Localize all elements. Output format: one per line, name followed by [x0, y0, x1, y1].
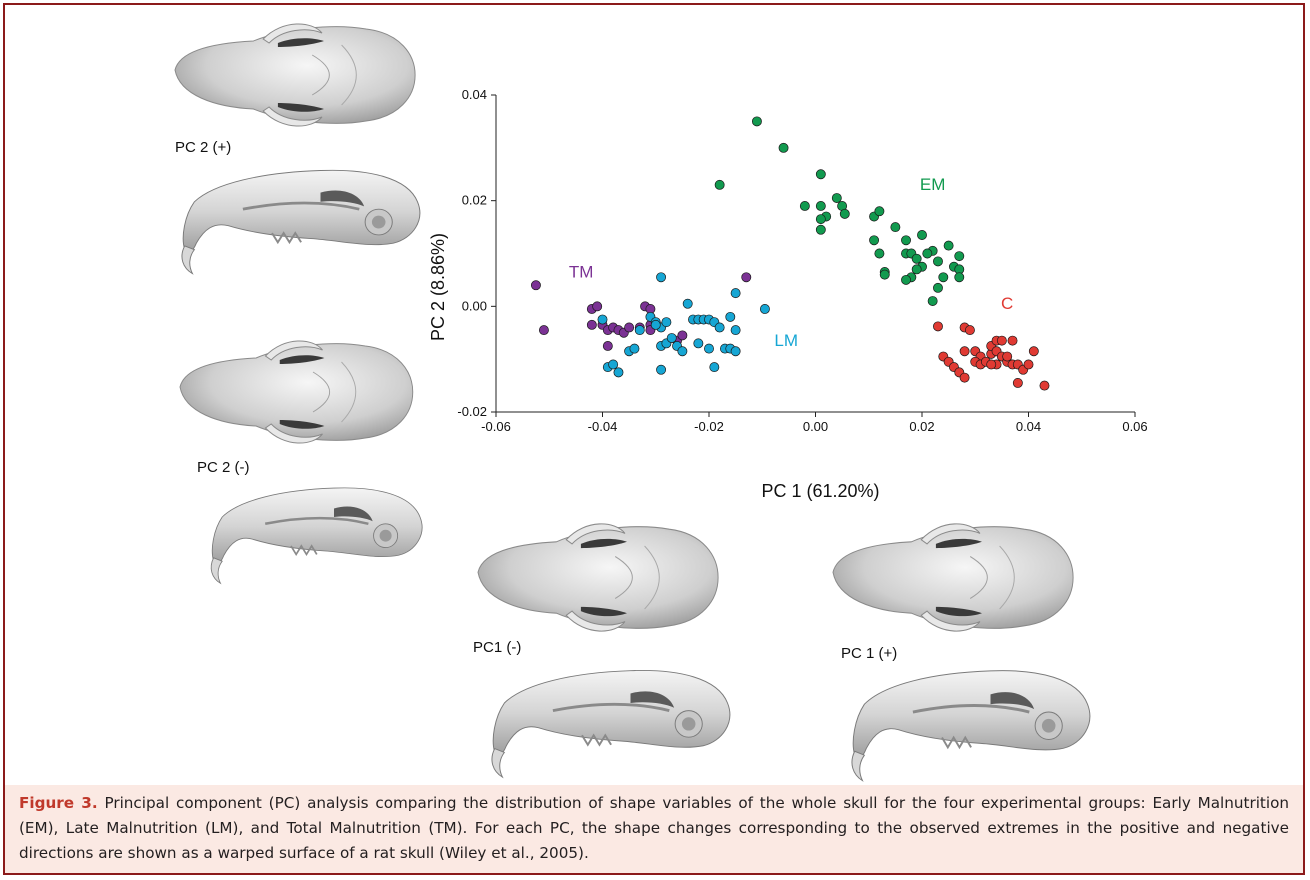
point-em: [874, 248, 885, 259]
point-em: [954, 251, 965, 262]
x-tick-label: 0.02: [909, 419, 934, 434]
x-tick-label: -0.02: [694, 419, 724, 434]
point-em: [922, 248, 933, 259]
point-lm: [725, 311, 736, 322]
group-label-em: EM: [920, 175, 946, 194]
point-lm: [650, 319, 661, 330]
point-em: [890, 222, 901, 233]
point-lm: [730, 288, 741, 299]
point-c: [1012, 377, 1023, 388]
point-tm: [592, 301, 603, 312]
label-pc1-neg: PC1 (-): [473, 639, 522, 656]
point-em: [815, 224, 826, 235]
point-em: [933, 256, 943, 267]
point-lm: [682, 298, 693, 309]
point-tm: [602, 341, 613, 351]
point-c: [933, 321, 943, 332]
point-em: [714, 179, 725, 190]
point-em: [869, 235, 880, 246]
x-axis-label: PC 1 (61.20%): [761, 481, 879, 501]
point-lm: [730, 325, 741, 336]
figure-frame: PC 2 (+) PC 2 (-) PC1 (-) PC 1 (+) -0.06…: [3, 3, 1305, 875]
point-lm: [714, 322, 725, 333]
point-em: [911, 264, 922, 275]
point-c: [959, 346, 970, 357]
point-em: [831, 193, 842, 203]
point-em: [901, 274, 911, 285]
x-tick-label: 0.00: [803, 419, 828, 434]
label-pc1-pos: PC 1 (+): [841, 645, 898, 662]
point-em: [879, 269, 890, 280]
point-lm: [608, 359, 619, 370]
point-c: [1039, 380, 1050, 391]
point-lm: [704, 343, 714, 354]
point-tm: [624, 322, 635, 333]
point-em: [874, 206, 885, 217]
point-c: [964, 325, 975, 336]
group-label-c: C: [1001, 294, 1013, 313]
caption-label: Figure 3.: [19, 794, 98, 812]
point-lm: [634, 325, 645, 336]
point-tm: [741, 272, 752, 283]
point-c: [1007, 335, 1018, 346]
y-axis-label: PC 2 (8.86%): [428, 233, 448, 341]
point-c: [1023, 359, 1034, 370]
point-em: [917, 230, 927, 240]
y-tick-label: 0.02: [462, 193, 487, 208]
point-tm: [530, 280, 541, 291]
point-lm: [677, 346, 688, 357]
point-lm: [629, 343, 640, 354]
point-lm: [759, 304, 770, 314]
point-c: [1002, 351, 1013, 362]
point-c: [996, 335, 1007, 346]
x-tick-label: -0.04: [588, 419, 618, 434]
x-tick-label: 0.06: [1122, 419, 1147, 434]
point-lm: [597, 314, 608, 325]
point-lm: [613, 367, 624, 378]
point-em: [815, 214, 826, 225]
group-label-tm: TM: [569, 262, 594, 281]
point-c: [959, 372, 970, 383]
figure-area: PC 2 (+) PC 2 (-) PC1 (-) PC 1 (+) -0.06…: [5, 5, 1303, 785]
point-lm: [666, 333, 677, 343]
point-em: [911, 253, 922, 264]
caption-text: Principal component (PC) analysis compar…: [19, 794, 1290, 862]
y-tick-label: -0.02: [457, 404, 487, 419]
point-em: [927, 296, 938, 306]
point-em: [938, 272, 949, 283]
figure-caption: Figure 3. Principal component (PC) analy…: [5, 785, 1303, 873]
point-tm: [586, 319, 597, 330]
point-em: [815, 200, 826, 211]
point-c: [1028, 346, 1039, 357]
label-pc2-neg: PC 2 (-): [197, 459, 250, 476]
point-tm: [538, 325, 549, 336]
point-lm: [656, 272, 667, 283]
point-em: [943, 240, 954, 251]
point-c: [986, 359, 997, 370]
point-lm: [661, 317, 672, 328]
group-label-lm: LM: [774, 331, 798, 350]
x-tick-label: -0.06: [481, 419, 511, 434]
point-em: [815, 169, 826, 180]
point-em: [933, 282, 943, 293]
y-tick-label: 0.00: [462, 298, 487, 313]
pca-scatter-chart: -0.06 -0.04 -0.02 0.00 0.02 0.04 0.06 -0.02 0.00…: [428, 87, 1148, 501]
point-em: [839, 208, 850, 219]
point-lm: [709, 362, 720, 373]
point-lm: [656, 364, 667, 375]
point-em: [901, 235, 911, 246]
label-pc2-pos: PC 2 (+): [175, 139, 232, 156]
point-em: [778, 142, 789, 153]
point-lm: [730, 346, 741, 357]
point-lm: [693, 338, 704, 349]
y-tick-label: 0.04: [462, 87, 487, 102]
point-tm: [677, 330, 688, 341]
point-em: [954, 272, 965, 283]
point-em: [799, 200, 810, 211]
point-em: [751, 116, 762, 127]
x-tick-label: 0.04: [1016, 419, 1041, 434]
